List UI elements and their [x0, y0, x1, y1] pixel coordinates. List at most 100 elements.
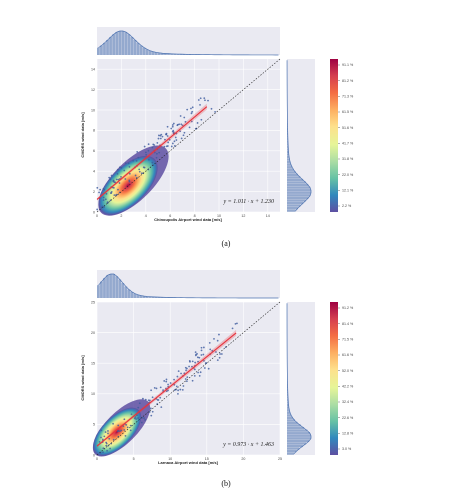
outlier-point: [100, 436, 102, 439]
x-tick-label: 25: [278, 457, 282, 461]
outlier-point: [198, 374, 201, 377]
outlier-point: [157, 137, 160, 140]
outlier-point: [116, 193, 118, 196]
colorbar-tick-label: 41.7 %: [342, 142, 354, 146]
marginal-right-bar: [287, 206, 298, 210]
marginal-right-bar: [287, 199, 306, 202]
marginal-right-bar: [287, 414, 292, 417]
outlier-point: [103, 435, 106, 438]
marginal-right-bar: [287, 135, 288, 138]
outlier-point: [159, 396, 162, 399]
outlier-point: [207, 367, 210, 370]
outlier-point: [124, 434, 127, 437]
outlier-point: [148, 158, 150, 161]
outlier-point: [191, 360, 194, 363]
density-cloud-a: [98, 145, 169, 216]
outlier-point: [155, 387, 158, 390]
outlier-point: [202, 353, 205, 356]
outlier-point: [127, 162, 130, 165]
outlier-point: [138, 170, 141, 173]
outlier-point: [143, 145, 146, 148]
outlier-point: [118, 182, 121, 184]
outlier-point: [108, 176, 111, 179]
marginal-right-bar: [287, 171, 296, 174]
outlier-point: [184, 378, 187, 380]
marginal-top-histogram-b: [97, 273, 280, 299]
outlier-point: [188, 365, 190, 368]
marginal-top-bar: [118, 279, 122, 298]
outlier-point: [147, 143, 150, 146]
outlier-point: [129, 424, 132, 427]
outlier-point: [123, 169, 126, 172]
marginal-right-bar: [287, 426, 305, 430]
outlier-point: [104, 198, 107, 201]
outlier-point: [128, 165, 131, 168]
marginal-right-bar: [287, 176, 301, 179]
outlier-point: [159, 386, 162, 389]
outlier-point: [191, 365, 193, 368]
colorbar-tick-label: 81.2 %: [342, 79, 354, 83]
marginal-top-bar: [158, 297, 161, 298]
marginal-right-bar: [287, 166, 293, 169]
colorbar-tick-label: 71.3 %: [342, 95, 354, 99]
marginal-top-bar: [127, 34, 131, 55]
outlier-point: [175, 385, 178, 388]
outlier-point: [180, 137, 183, 140]
outlier-point: [109, 199, 112, 202]
regression-line: [96, 106, 208, 200]
outlier-point: [203, 367, 206, 369]
outlier-point: [102, 451, 104, 454]
outlier-point: [176, 375, 179, 378]
outlier-point: [194, 351, 197, 354]
marginal-right-bar: [287, 409, 290, 412]
colorbar-tick-label: 61.5 %: [342, 110, 354, 114]
marginal-right-bar: [287, 178, 304, 182]
marginal-top-bar: [170, 53, 173, 55]
outlier-point: [166, 145, 169, 147]
outlier-point: [101, 438, 104, 441]
marginal-right-bar: [287, 201, 304, 205]
outlier-point: [218, 333, 220, 336]
outlier-point: [110, 174, 113, 177]
outlier-point: [107, 430, 109, 432]
marginal-top-bar: [109, 274, 112, 298]
outlier-point: [169, 382, 172, 384]
outlier-point: [209, 348, 212, 351]
marginal-top-bar: [106, 275, 109, 298]
outlier-point: [166, 135, 169, 137]
marginal-top-bar: [121, 283, 125, 298]
colorbar-tick-label: 61.6 %: [342, 353, 354, 357]
x-tick-label: 10: [168, 457, 172, 461]
outlier-point: [157, 134, 160, 137]
outlier-point: [117, 424, 120, 427]
colorbar-tick-label: 2.2 %: [342, 204, 352, 208]
colorbar-ticks-a: 91.1 % 81.2 % 71.3 % 61.5 % 51.6 % 41.7 % 31.8…: [338, 63, 354, 208]
marginal-right-bar: [287, 406, 289, 409]
y-tick-label: 6: [93, 149, 95, 153]
outlier-point: [198, 356, 201, 359]
outlier-point: [195, 353, 197, 356]
y-tick-label: 20: [91, 331, 95, 335]
x-axis-label-a: Chinoupolis Airport wind data [m/s]: [154, 217, 222, 222]
outlier-point: [182, 385, 185, 387]
panel-b: 0 5 10 15 20 25 0 5 10 15 20 25 y = 0.973 · x + 1.4…: [80, 270, 354, 488]
marginal-right-bar: [287, 447, 300, 450]
y-tick-label: 10: [91, 392, 95, 396]
outlier-point: [145, 153, 148, 156]
outlier-point: [132, 159, 135, 162]
outlier-point: [149, 399, 151, 402]
outlier-point: [199, 104, 201, 106]
marginal-top-bar: [97, 285, 100, 298]
outlier-point: [117, 188, 119, 191]
outlier-point: [165, 133, 167, 136]
y-tick-label: 15: [91, 362, 95, 366]
outlier-point: [165, 378, 168, 381]
outlier-point: [151, 410, 154, 413]
marginal-right-bar: [287, 388, 288, 391]
outlier-point: [194, 361, 197, 364]
marginal-top-bar: [179, 54, 183, 55]
y-tick-label: 0: [93, 210, 95, 214]
outlier-point: [175, 139, 178, 141]
marginal-top-bar: [139, 295, 143, 298]
outlier-point: [166, 125, 169, 128]
